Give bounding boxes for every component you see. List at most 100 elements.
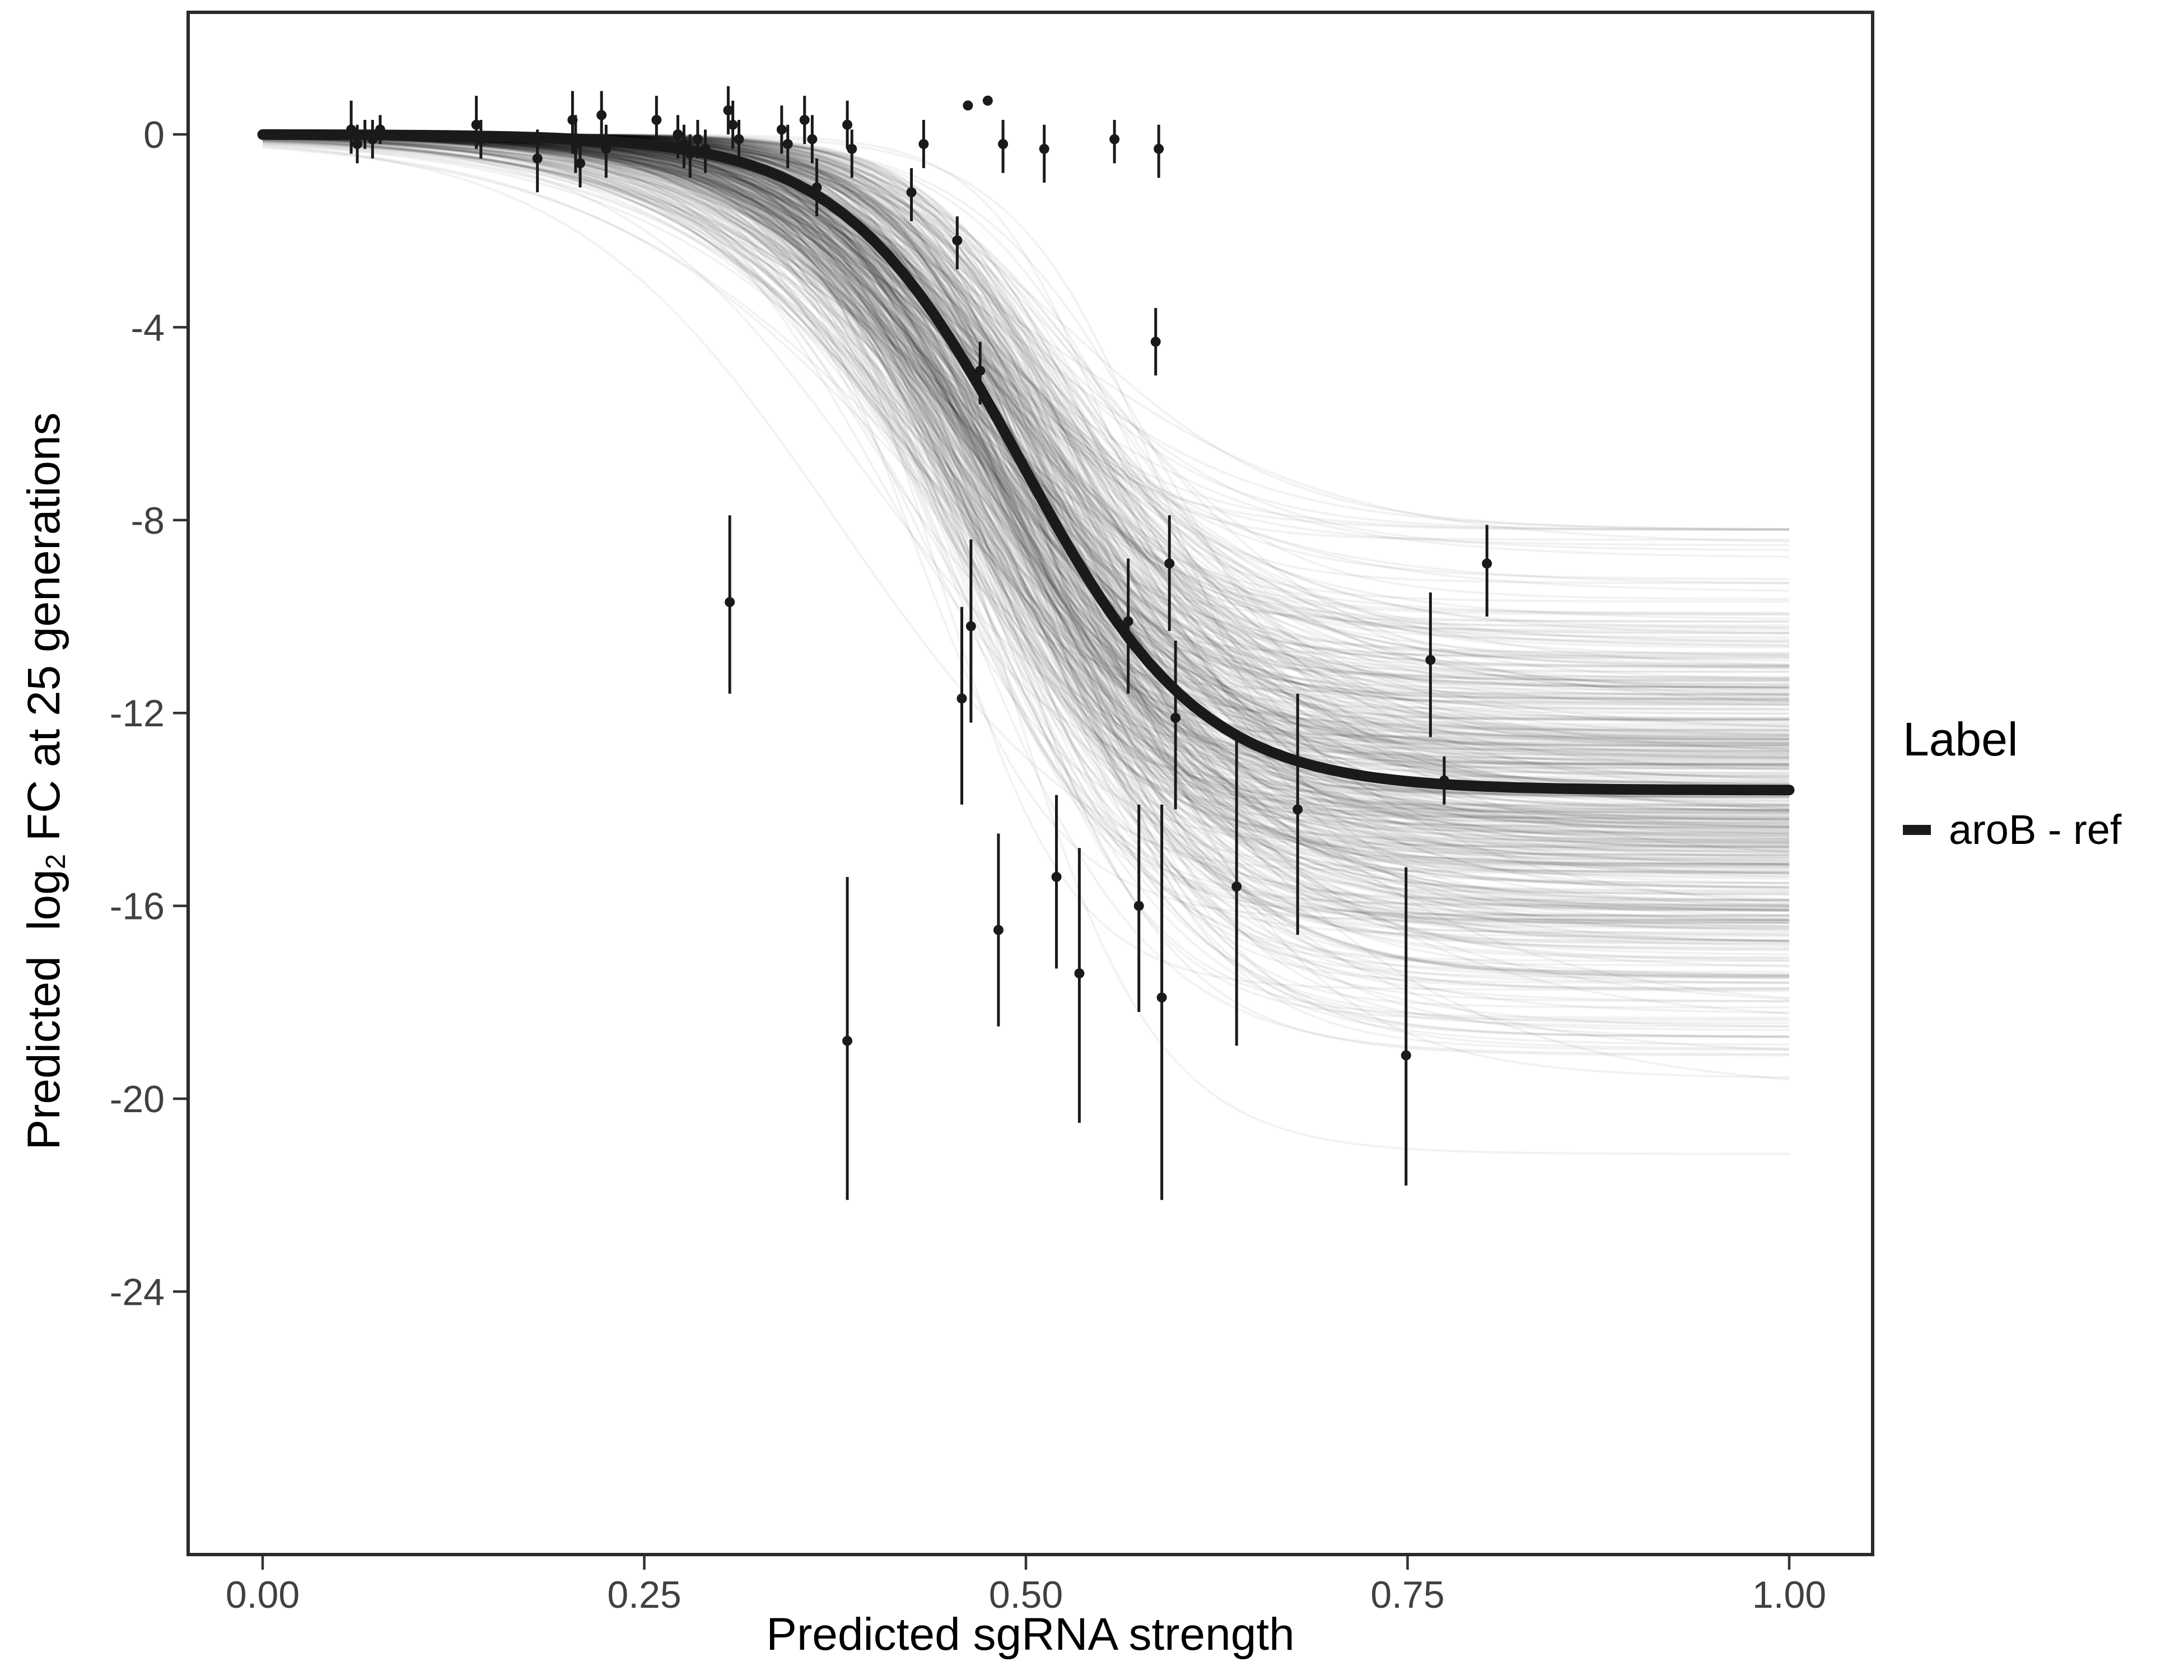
ensemble-curve: [262, 134, 1790, 889]
data-point: [1292, 804, 1303, 815]
ensemble-curve: [262, 135, 1790, 781]
ensemble-curve: [262, 137, 1790, 828]
data-point: [993, 925, 1004, 935]
ensemble-curve: [262, 134, 1790, 912]
ensemble-curve: [262, 135, 1790, 791]
ensemble-curve: [262, 135, 1790, 669]
ensemble-curve: [262, 134, 1790, 822]
ensemble-curve: [262, 143, 1790, 1001]
ensemble-curve: [262, 140, 1790, 751]
data-point: [807, 134, 818, 144]
ensemble-curve: [262, 134, 1790, 711]
data-point: [1039, 143, 1049, 154]
ensemble-curve: [262, 143, 1790, 912]
data-point: [982, 95, 993, 106]
ensemble-curve: [262, 137, 1790, 878]
ensemble-curve: [262, 135, 1790, 908]
ensemble-curve: [262, 136, 1790, 853]
ensemble-curve: [262, 135, 1790, 837]
y-tick-label--24: -24: [110, 1271, 165, 1313]
legend-entry-label: aroB - ref: [1949, 806, 2122, 853]
ensemble-curve: [262, 135, 1790, 643]
ensemble-curve: [262, 136, 1790, 736]
ensemble-curve: [262, 134, 1790, 874]
ensemble-curve: [262, 134, 1790, 888]
data-point: [1123, 616, 1133, 627]
ensemble-curve: [262, 137, 1790, 585]
ensemble-curve: [262, 136, 1790, 907]
ensemble-curve: [262, 134, 1790, 920]
ensemble-curve: [262, 139, 1790, 693]
ensemble-curve: [262, 136, 1790, 942]
legend: Label aroB - ref: [1903, 712, 2121, 853]
ensemble-curve: [262, 134, 1790, 786]
ensemble-curve: [262, 134, 1790, 786]
x-axis-title: Predicted sgRNA strength: [766, 1609, 1295, 1660]
ensemble-curve: [262, 135, 1790, 868]
ensemble-curve: [262, 138, 1790, 912]
ensemble-curve: [262, 136, 1790, 1028]
ensemble-curve: [262, 134, 1790, 889]
ensemble-curve: [262, 134, 1790, 901]
ensemble-curve: [262, 134, 1790, 782]
y-tick-label--4: -4: [131, 306, 165, 349]
ensemble-curve: [262, 134, 1790, 936]
ensemble-curve: [262, 136, 1790, 592]
data-point: [847, 143, 857, 154]
data-point: [375, 124, 385, 135]
ensemble-curve: [262, 134, 1790, 844]
ensemble-curve: [262, 135, 1790, 811]
y-axis-title-pre: Predicted log: [18, 869, 69, 1150]
ensemble-curve: [262, 134, 1790, 841]
ensemble-curve: [262, 139, 1790, 885]
data-point: [651, 115, 662, 125]
data-point: [575, 158, 586, 169]
data-point: [685, 148, 696, 159]
ensemble-curve: [262, 134, 1790, 889]
axes: 0.00 0.25 0.50 0.75 1.00 0 -4 -8 -12 -16 -20 -24: [110, 114, 1826, 1616]
ensemble-curve: [262, 134, 1790, 657]
ensemble-curve: [262, 134, 1790, 752]
ensemble-curve: [262, 135, 1790, 956]
y-tick-label--16: -16: [110, 885, 165, 928]
ensemble-curve: [262, 134, 1790, 907]
data-point: [906, 187, 917, 198]
ensemble-curve: [262, 136, 1790, 904]
data-point: [679, 139, 689, 150]
ensemble-curve: [262, 146, 1790, 829]
ensemble-curve: [262, 134, 1789, 731]
x-tick-label-0.00: 0.00: [226, 1574, 300, 1616]
data-point: [475, 134, 486, 144]
panel-border: [186, 11, 1874, 1556]
ensemble-curve: [262, 134, 1790, 992]
data-point: [956, 693, 967, 704]
y-axis-title-subscript: 2: [40, 853, 72, 870]
ensemble-curve: [262, 134, 1790, 841]
x-tick-label-1.00: 1.00: [1752, 1574, 1826, 1616]
data-point: [842, 119, 853, 130]
ensemble-curve: [262, 135, 1790, 838]
data-point: [1150, 337, 1161, 347]
ensemble-curve: [262, 134, 1790, 863]
x-tick-label-0.50: 0.50: [989, 1574, 1063, 1616]
ensemble-curve: [262, 137, 1790, 813]
ensemble-curve: [262, 134, 1790, 811]
data-point: [776, 124, 787, 135]
data-point: [471, 119, 482, 130]
y-tick-label--20: -20: [110, 1078, 165, 1121]
data-point: [723, 105, 734, 115]
ensemble-curve: [262, 138, 1790, 703]
ensemble-curve: [262, 134, 1790, 976]
data-point: [998, 139, 1009, 150]
ensemble-curve: [262, 134, 1789, 696]
data-point: [799, 115, 810, 125]
ensemble-curve: [262, 135, 1790, 558]
ensemble-curve: [262, 141, 1790, 1081]
x-tick-label-0.25: 0.25: [607, 1574, 681, 1616]
ensemble-curve: [262, 134, 1790, 696]
ensemble-curve: [262, 138, 1790, 928]
data-point: [692, 134, 703, 144]
data-point: [963, 100, 973, 111]
ensemble-curve: [262, 135, 1790, 744]
ensemble-curve: [262, 134, 1790, 943]
